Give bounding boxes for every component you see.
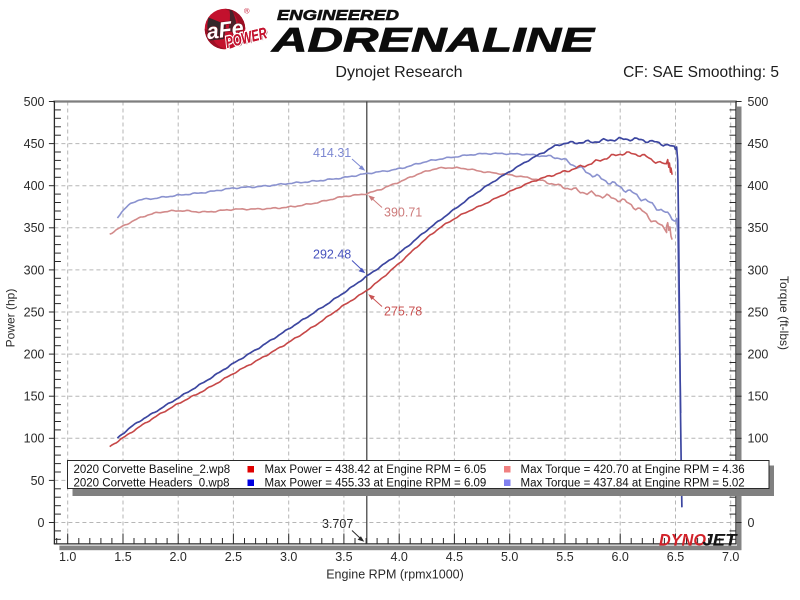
svg-text:200: 200: [24, 348, 45, 362]
svg-text:JET: JET: [703, 532, 739, 550]
svg-text:275.78: 275.78: [384, 305, 422, 319]
svg-text:300: 300: [748, 263, 769, 277]
svg-text:Max Torque = 437.84 at Engine: Max Torque = 437.84 at Engine RPM = 5.02: [521, 478, 745, 490]
svg-text:Engine RPM (rpmx1000): Engine RPM (rpmx1000): [326, 568, 464, 582]
svg-text:450: 450: [24, 137, 45, 151]
svg-text:ADRENALINE: ADRENALINE: [271, 22, 596, 60]
svg-text:414.31: 414.31: [313, 146, 351, 160]
svg-text:CF: SAE Smoothing: 5: CF: SAE Smoothing: 5: [623, 64, 779, 81]
svg-text:DYNO: DYNO: [659, 532, 706, 550]
svg-text:450: 450: [748, 137, 769, 151]
svg-text:500: 500: [24, 95, 45, 109]
svg-text:0: 0: [38, 516, 45, 530]
svg-text:400: 400: [748, 179, 769, 193]
svg-text:200: 200: [748, 348, 769, 362]
svg-text:Max Power = 438.42 at Engine R: Max Power = 438.42 at Engine RPM = 6.05: [265, 464, 487, 476]
svg-text:5.0: 5.0: [501, 550, 518, 564]
svg-text:250: 250: [748, 305, 769, 319]
svg-text:300: 300: [24, 263, 45, 277]
svg-text:5.5: 5.5: [556, 550, 573, 564]
svg-text:6.0: 6.0: [612, 550, 629, 564]
svg-text:3.0: 3.0: [280, 550, 297, 564]
svg-text:100: 100: [24, 432, 45, 446]
svg-text:100: 100: [748, 432, 769, 446]
svg-text:350: 350: [24, 221, 45, 235]
svg-text:400: 400: [24, 179, 45, 193]
svg-text:1.0: 1.0: [59, 550, 76, 564]
svg-text:500: 500: [748, 95, 769, 109]
svg-text:2020 Corvette Baseline_2.wp8: 2020 Corvette Baseline_2.wp8: [74, 464, 231, 476]
svg-text:1.5: 1.5: [114, 550, 131, 564]
svg-text:2.0: 2.0: [170, 550, 187, 564]
svg-text:390.71: 390.71: [384, 206, 422, 220]
svg-text:7.0: 7.0: [722, 550, 739, 564]
svg-text:aFe: aFe: [205, 15, 245, 44]
svg-text:ENGINEERED: ENGINEERED: [277, 8, 400, 24]
svg-text:4.0: 4.0: [391, 550, 408, 564]
svg-text:350: 350: [748, 221, 769, 235]
svg-text:Max Power = 455.33 at Engine R: Max Power = 455.33 at Engine RPM = 6.09: [265, 478, 487, 490]
svg-text:Power (hp): Power (hp): [4, 289, 18, 348]
svg-text:Max Torque = 420.70 at Engine: Max Torque = 420.70 at Engine RPM = 4.36: [521, 464, 745, 476]
svg-text:Torque (ft-lbs): Torque (ft-lbs): [777, 276, 791, 350]
svg-text:3.707: 3.707: [322, 517, 353, 531]
svg-text:2.5: 2.5: [225, 550, 242, 564]
svg-text:250: 250: [24, 305, 45, 319]
svg-text:6.5: 6.5: [667, 550, 684, 564]
svg-text:150: 150: [24, 390, 45, 404]
svg-text:50: 50: [31, 474, 45, 488]
svg-text:4.5: 4.5: [446, 550, 463, 564]
svg-text:®: ®: [244, 7, 250, 16]
svg-text:150: 150: [748, 390, 769, 404]
svg-text:2020 Corvette Headers_0.wp8: 2020 Corvette Headers_0.wp8: [74, 478, 230, 490]
svg-text:Dynojet Research: Dynojet Research: [335, 64, 462, 81]
svg-text:0: 0: [748, 516, 755, 530]
svg-text:3.5: 3.5: [335, 550, 352, 564]
svg-text:292.48: 292.48: [313, 248, 351, 262]
